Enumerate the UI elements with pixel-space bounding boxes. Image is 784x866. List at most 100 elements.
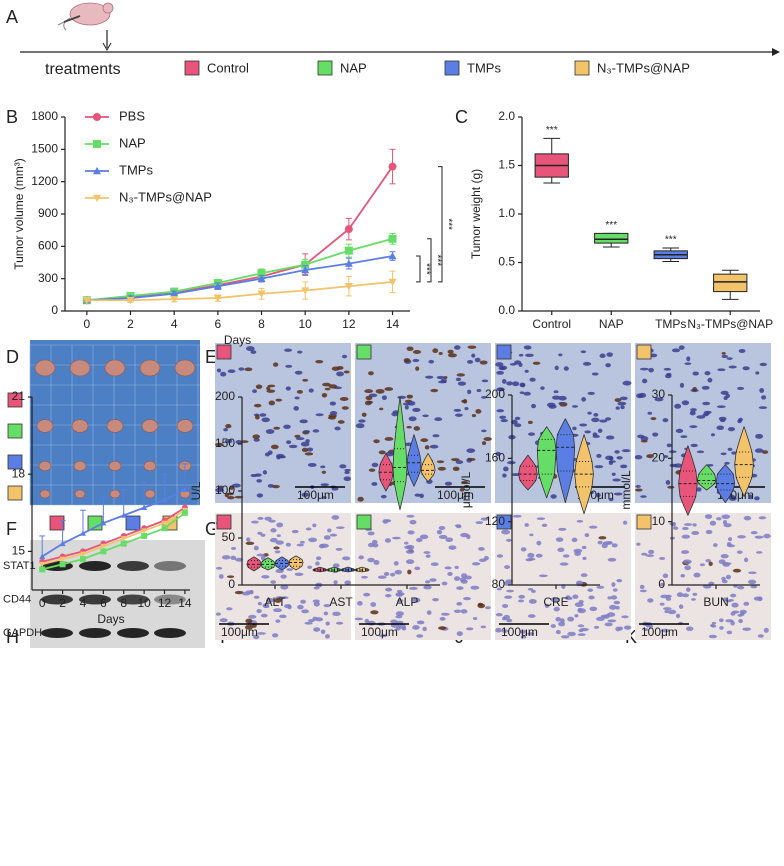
blot-band <box>79 628 111 638</box>
cell-nucleus <box>229 486 234 490</box>
cell-nucleus <box>527 614 536 618</box>
cell-nucleus <box>704 514 713 520</box>
cell-nucleus <box>654 397 664 402</box>
cell-nucleus <box>275 619 281 623</box>
legend-label: NAP <box>340 60 367 75</box>
cell-nucleus <box>519 629 527 634</box>
cell-nucleus <box>432 597 439 602</box>
cell-nucleus <box>253 403 262 408</box>
cell-nucleus <box>581 545 587 550</box>
y-axis-label: U/L <box>189 481 203 500</box>
cell-nucleus <box>396 589 403 593</box>
cell-nucleus <box>274 598 282 604</box>
cell-nucleus <box>260 613 268 618</box>
point <box>93 113 101 121</box>
cell-nucleus <box>635 485 641 488</box>
cell-nucleus <box>755 371 760 375</box>
scale-bar-label: 100μm <box>297 488 334 502</box>
cell-nucleus <box>718 559 726 565</box>
cell-nucleus <box>538 574 548 578</box>
cell-nucleus <box>610 595 618 600</box>
cell-nucleus <box>690 443 698 448</box>
scale-bar-label: 100μm <box>501 625 538 639</box>
cell-nucleus <box>675 428 684 434</box>
cell-nucleus <box>250 350 257 354</box>
y-axis-label: Tumor weight (g) <box>469 169 483 259</box>
cell-nucleus <box>681 400 690 406</box>
group-swatch <box>125 515 141 531</box>
blot-band <box>41 594 73 605</box>
cell-nucleus <box>524 369 529 373</box>
y-tick-label: 20 <box>652 451 666 465</box>
cell-nucleus <box>500 418 508 423</box>
cell-nucleus <box>283 424 291 429</box>
cell-nucleus <box>368 468 376 472</box>
cell-nucleus <box>553 390 559 394</box>
tumor <box>109 489 121 499</box>
y-tick-label: 2.0 <box>498 109 515 123</box>
cell-nucleus <box>567 616 575 622</box>
x-axis-label: Days <box>97 612 124 626</box>
cell-nucleus <box>759 362 768 367</box>
cell-nucleus <box>284 348 293 352</box>
cell-nucleus <box>648 367 654 373</box>
cell-nucleus <box>426 610 432 615</box>
cell-nucleus <box>267 384 276 388</box>
cell-nucleus <box>436 529 443 535</box>
x-tick-label: 10 <box>299 317 313 331</box>
cell-nucleus <box>280 574 287 579</box>
cell-nucleus <box>572 594 579 599</box>
cell-nucleus <box>681 534 691 539</box>
cell-nucleus <box>420 438 429 443</box>
cell-nucleus <box>262 470 268 475</box>
cell-nucleus <box>524 353 534 357</box>
cell-nucleus <box>721 514 731 520</box>
cell-nucleus <box>223 428 229 432</box>
y-tick-label: 300 <box>38 271 58 285</box>
point <box>141 504 148 511</box>
point <box>39 553 46 559</box>
cell-nucleus <box>220 371 227 377</box>
cell-nucleus <box>414 566 421 571</box>
cell-nucleus <box>756 551 763 554</box>
point <box>141 528 148 534</box>
cell-nucleus <box>481 441 487 446</box>
y-tick-label: 0 <box>658 577 665 591</box>
cell-nucleus <box>619 396 628 401</box>
cell-nucleus <box>275 540 284 545</box>
point <box>344 283 353 291</box>
cell-nucleus <box>617 401 627 406</box>
cell-nucleus <box>737 535 746 539</box>
cell-nucleus <box>266 386 271 391</box>
cell-nucleus <box>574 602 584 608</box>
cell-nucleus <box>392 536 401 540</box>
cell-nucleus <box>234 590 244 595</box>
point <box>120 512 127 518</box>
point <box>59 556 66 563</box>
cell-nucleus <box>312 523 317 528</box>
cell-nucleus <box>720 554 729 559</box>
cell-nucleus <box>637 434 645 439</box>
cell-nucleus <box>529 377 536 382</box>
cell-nucleus <box>358 419 366 423</box>
cell-nucleus <box>339 464 347 469</box>
cell-nucleus <box>335 547 343 551</box>
scale-bar-label: 100μm <box>221 625 258 639</box>
cell-nucleus <box>413 426 421 431</box>
cell-nucleus <box>301 447 309 453</box>
cell-nucleus <box>663 367 672 371</box>
cell-nucleus <box>467 389 472 395</box>
blot-band <box>154 628 186 638</box>
cell-nucleus <box>448 545 457 550</box>
cell-nucleus <box>512 514 522 518</box>
series-line <box>41 512 186 571</box>
cell-nucleus <box>716 425 725 430</box>
cell-nucleus <box>665 479 671 485</box>
cell-nucleus <box>506 618 513 623</box>
cell-nucleus <box>423 585 432 590</box>
cell-nucleus <box>467 345 477 349</box>
cell-nucleus <box>722 520 728 525</box>
cell-nucleus <box>453 576 461 581</box>
cell-nucleus <box>495 627 502 633</box>
cell-nucleus <box>342 556 351 561</box>
